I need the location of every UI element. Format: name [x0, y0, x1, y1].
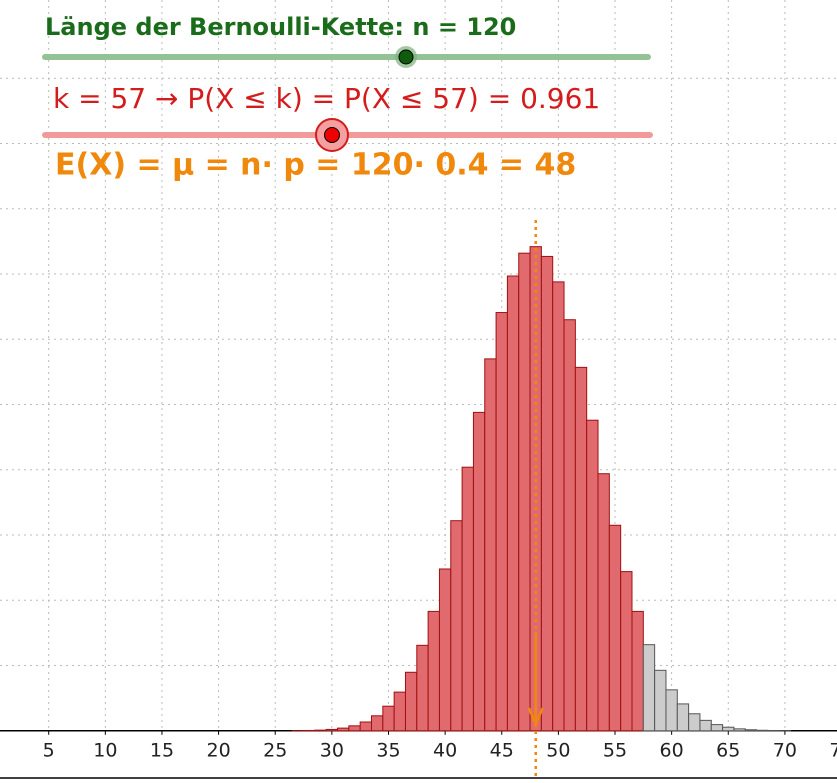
- bar: [722, 726, 735, 732]
- bar: [370, 715, 384, 732]
- bar: [597, 473, 610, 732]
- bar: [382, 705, 395, 732]
- bar: [472, 411, 486, 732]
- bar: [337, 727, 350, 732]
- x-tick-label: 10: [93, 739, 117, 761]
- x-tick-label: 25: [263, 739, 287, 761]
- x-tick-label: 60: [660, 739, 684, 761]
- bar: [586, 419, 599, 732]
- bar: [642, 644, 656, 732]
- x-tick-label: 40: [433, 739, 457, 761]
- x-tick-label: 55: [603, 739, 627, 761]
- bar: [314, 729, 327, 732]
- bar: [744, 729, 758, 732]
- n-label: Länge der Bernoulli-Kette: n = 120: [45, 13, 516, 41]
- bar: [608, 524, 622, 732]
- k-label: k = 57 → P(X ≤ k) = P(X ≤ 57) = 0.961: [53, 82, 600, 115]
- bar: [495, 312, 508, 732]
- bar: [676, 703, 690, 732]
- x-tick-label: 20: [207, 739, 231, 761]
- x-tick-label: 70: [773, 739, 797, 761]
- bar: [574, 366, 588, 732]
- bar: [393, 691, 406, 732]
- bar: [461, 466, 474, 732]
- bar: [506, 275, 520, 732]
- bar: [484, 358, 497, 732]
- bar: [416, 644, 429, 732]
- bar: [427, 610, 440, 732]
- bar: [404, 671, 418, 732]
- bar: [348, 725, 361, 732]
- bar: [450, 520, 463, 732]
- bars: [291, 220, 792, 778]
- bar: [710, 724, 724, 732]
- bar: [756, 729, 769, 732]
- bar: [733, 728, 746, 732]
- x-tick-label: 30: [320, 739, 344, 761]
- x-tick-label: 15: [150, 739, 174, 761]
- bar: [563, 319, 576, 732]
- x-tick-label: 65: [716, 739, 740, 761]
- bar: [325, 728, 339, 732]
- n-slider-knob[interactable]: [398, 49, 414, 65]
- bar: [552, 281, 565, 732]
- bar: [654, 669, 667, 732]
- bar: [620, 571, 633, 732]
- bar: [631, 610, 644, 732]
- bar: [518, 252, 531, 732]
- bar: [688, 713, 701, 732]
- bar: [665, 689, 678, 732]
- mean-arrow-head: [527, 707, 544, 728]
- bar: [699, 719, 712, 732]
- bar: [359, 721, 372, 732]
- bar: [540, 255, 554, 732]
- x-tick-label: 35: [376, 739, 400, 761]
- x-tick-label: 75: [829, 739, 837, 761]
- x-tick-label: 45: [490, 739, 514, 761]
- bar: [438, 568, 452, 732]
- expectation-label: E(X) = μ = n· p = 120· 0.4 = 48: [55, 148, 576, 183]
- x-tick-label: 50: [546, 739, 570, 761]
- x-tick-label: 5: [43, 739, 55, 761]
- k-slider-knob[interactable]: [324, 127, 340, 143]
